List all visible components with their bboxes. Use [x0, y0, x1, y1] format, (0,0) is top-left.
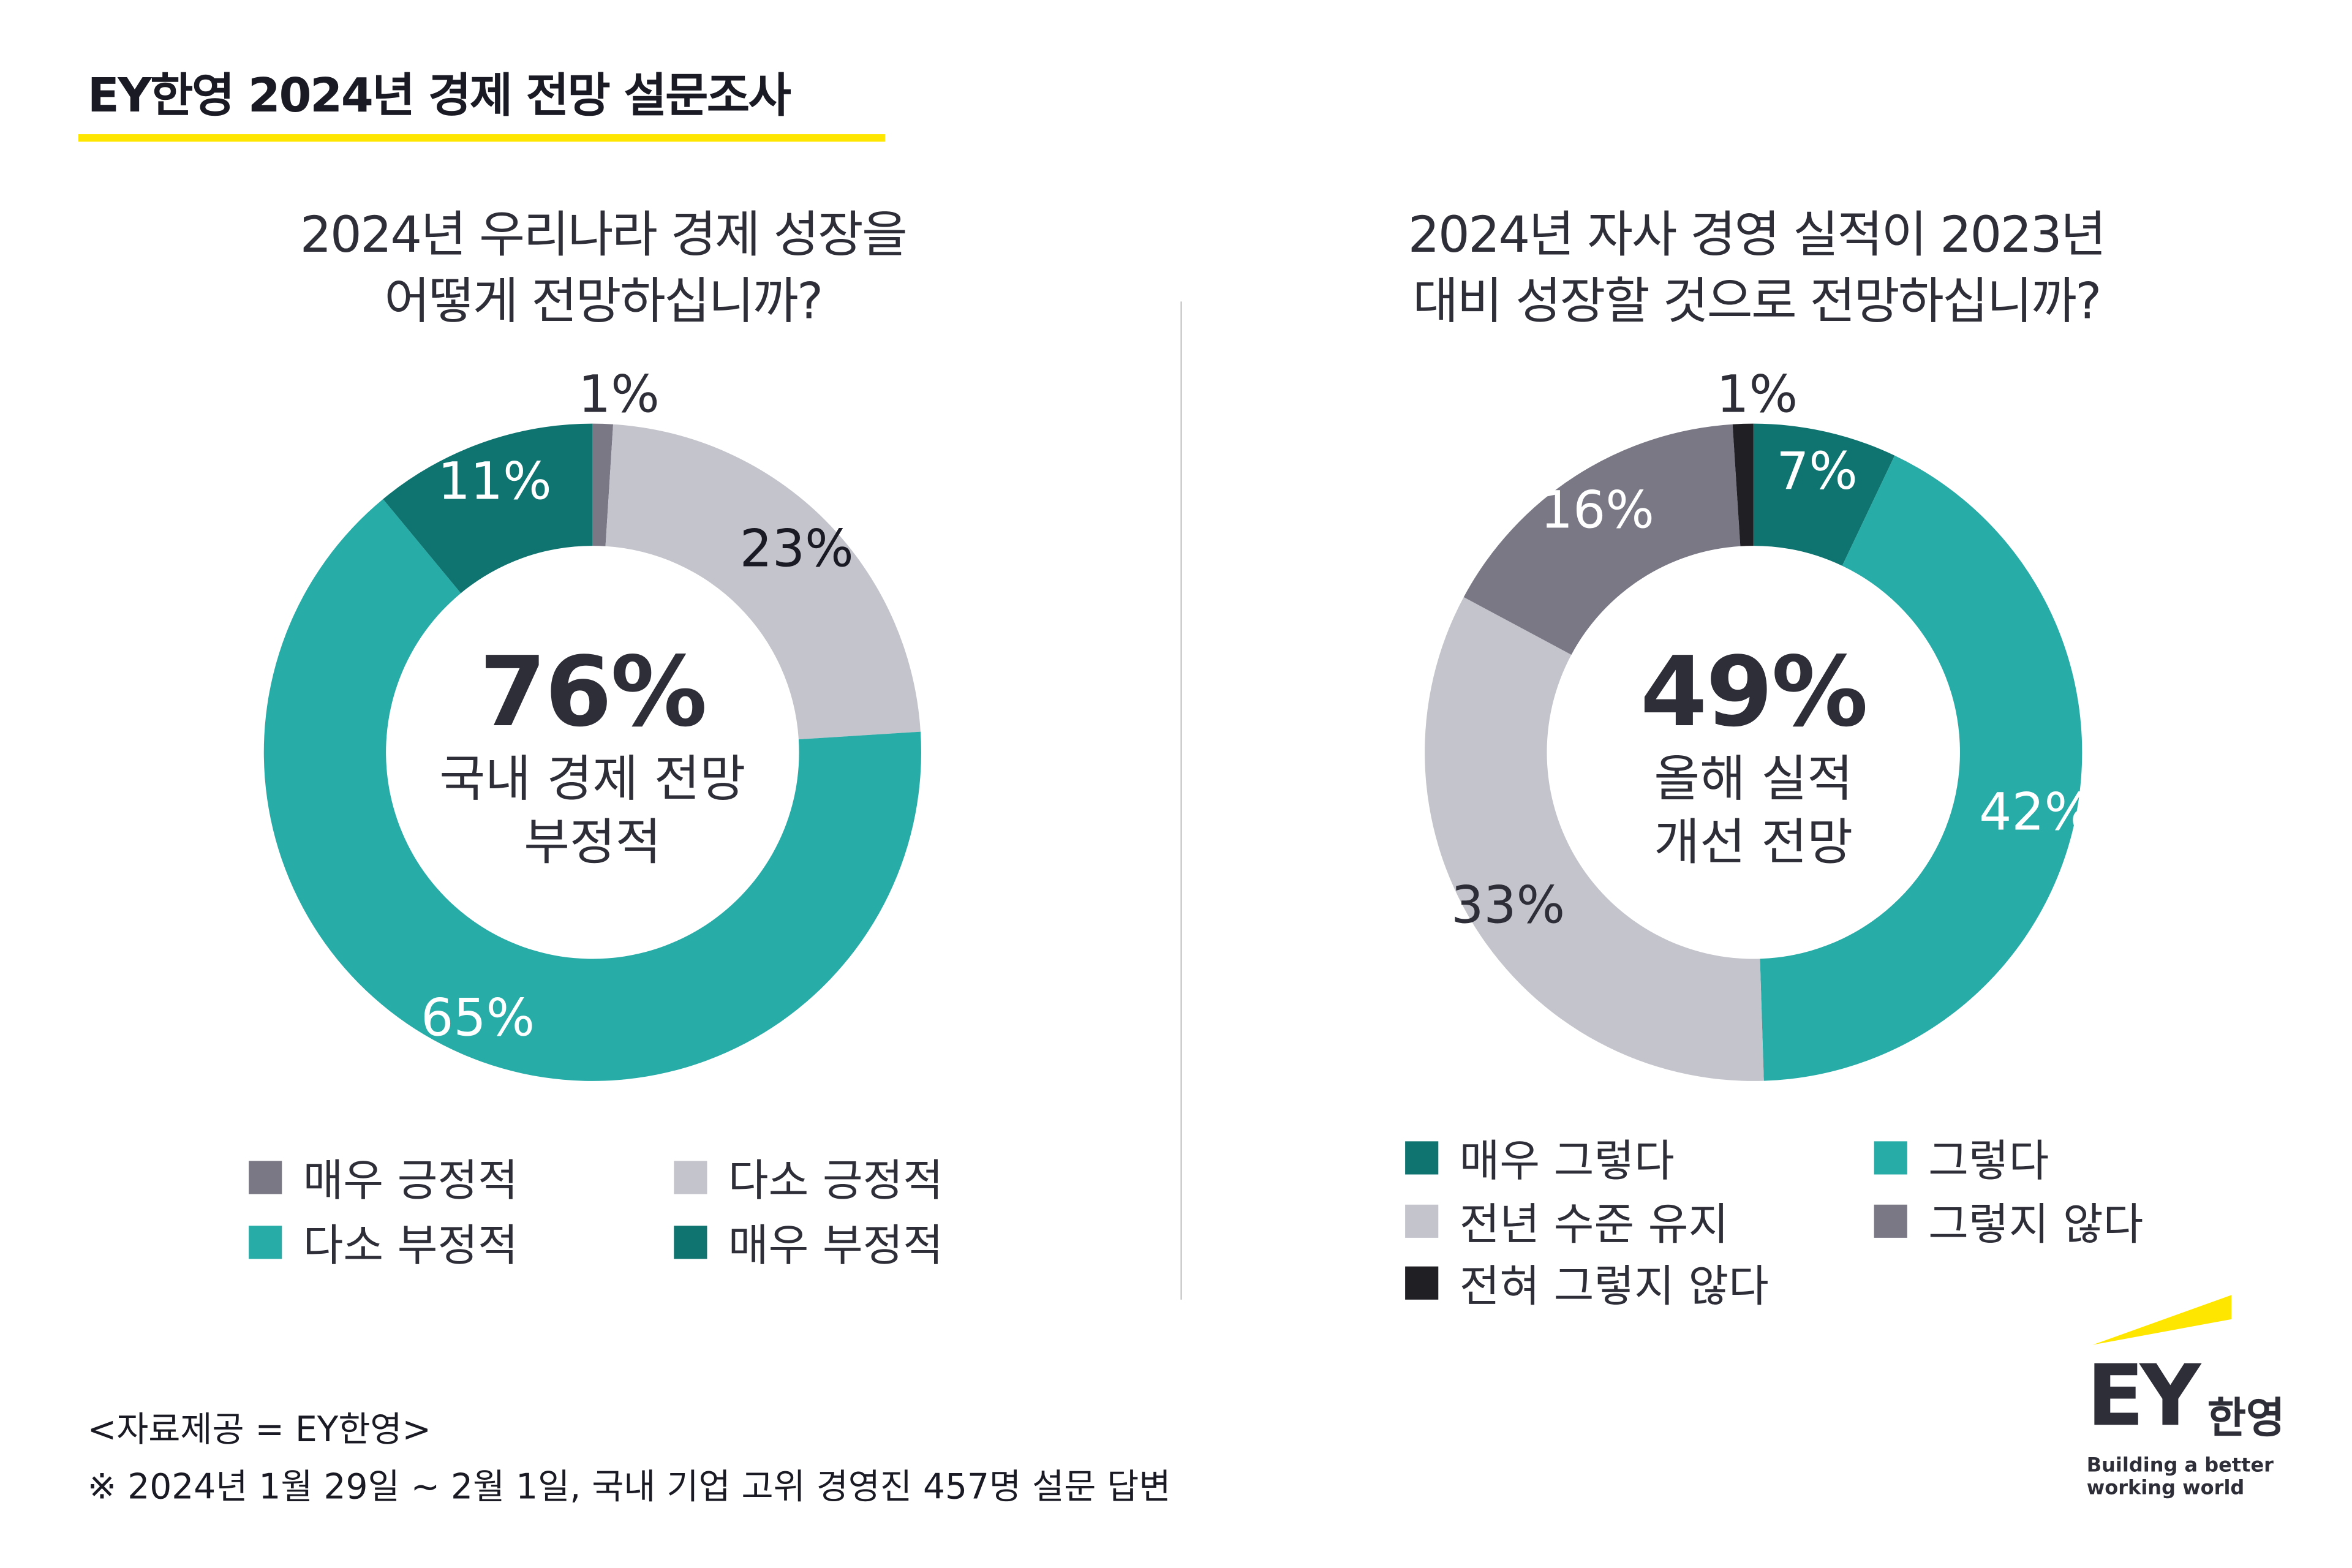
- chart-2-data-label: 33%: [1451, 875, 1565, 935]
- chart-1-data-label: 1%: [578, 364, 660, 424]
- chart-2-slice: [1753, 423, 1895, 566]
- chart-2-slice: [1760, 455, 2082, 1081]
- legend-label: 전혀 그렇지 않다: [1459, 1260, 1769, 1312]
- legend-label: 그렇다: [1928, 1135, 2049, 1187]
- legend-label: 다소 부정적: [303, 1219, 518, 1272]
- chart-2-center-label: 개선 전망: [1654, 812, 1853, 872]
- ey-beam-icon: [2092, 1295, 2232, 1345]
- legend-swatch: [249, 1226, 282, 1259]
- legend-label: 매우 부정적: [728, 1219, 943, 1272]
- chart-2-center: 49% 올해 실적 개선 전망: [1527, 639, 1979, 875]
- legend-label: 전년 수준 유지: [1459, 1198, 1729, 1250]
- chart-1-data-label: 65%: [421, 987, 535, 1047]
- divider: [1180, 301, 1182, 1300]
- chart-1-center-label: 부정적: [524, 812, 662, 872]
- ey-logo: EY 한영 Building a better working world: [2081, 1289, 2307, 1515]
- legend-swatch: [1405, 1266, 1439, 1300]
- chart-2-title-line: 대비 성장할 것으로 전망하십니까?: [1412, 271, 2101, 331]
- footer: <자료제공 = EY한영> ※ 2024년 1월 29일 ~ 2월 1일, 국내…: [88, 1402, 1171, 1517]
- chart-1-slice: [263, 499, 921, 1081]
- legend-swatch: [674, 1226, 707, 1259]
- logo-tagline-line: Building a better: [2086, 1455, 2274, 1478]
- chart-1-data-label: 23%: [740, 519, 854, 579]
- chart-2-slice: [1463, 424, 1741, 655]
- chart-2-title-line: 2024년 자사 경영 실적이 2023년: [1408, 205, 2106, 264]
- legend-item: 그렇지 않다: [1874, 1189, 2144, 1253]
- survey-note: ※ 2024년 1월 29일 ~ 2월 1일, 국내 기업 고위 경영진 457…: [87, 1468, 1171, 1508]
- chart-1-slice: [605, 424, 921, 740]
- legend-swatch: [1874, 1141, 1907, 1175]
- legend-item: 다소 부정적: [249, 1211, 518, 1274]
- legend-label: 매우 긍정적: [303, 1155, 518, 1207]
- chart-2-data-label: 42%: [1979, 782, 2093, 842]
- legend-item: 그렇다: [1874, 1126, 2049, 1189]
- logo-ey: EY: [2086, 1348, 2201, 1446]
- chart-2-slice: [1732, 423, 1754, 546]
- chart-1-title-line: 어떻게 전망하십니까?: [384, 271, 823, 331]
- legend-swatch: [1405, 1204, 1439, 1238]
- chart-1-center: 76% 국내 경제 전망 부정적: [366, 639, 818, 875]
- source-note: <자료제공 = EY한영>: [87, 1411, 431, 1450]
- logo-tagline-line: working world: [2086, 1477, 2245, 1501]
- chart-2-data-label: 7%: [1776, 441, 1858, 501]
- chart-1-center-label: 국내 경제 전망: [439, 749, 746, 809]
- chart-1-title: 2024년 우리나라 경제 성장을 어떻게 전망하십니까?: [181, 202, 1025, 335]
- legend-label: 매우 그렇다: [1459, 1135, 1675, 1187]
- chart-1-center-value: 76%: [479, 638, 707, 750]
- legend-label: 그렇지 않다: [1928, 1198, 2144, 1250]
- legend-label: 다소 긍정적: [728, 1155, 943, 1207]
- legend-item: 다소 긍정적: [674, 1146, 943, 1209]
- legend-item: 매우 그렇다: [1405, 1126, 1675, 1189]
- chart-1-slice: [592, 423, 614, 546]
- chart-1-title-line: 2024년 우리나라 경제 성장을: [300, 205, 908, 264]
- legend-item: 매우 긍정적: [249, 1146, 518, 1209]
- legend-item: 매우 부정적: [674, 1211, 943, 1274]
- legend-swatch: [1405, 1141, 1439, 1175]
- legend-swatch: [674, 1161, 707, 1194]
- chart-2-title: 2024년 자사 경영 실적이 2023년 대비 성장할 것으로 전망하십니까?: [1327, 202, 2186, 335]
- chart-2-slice: [1425, 597, 1764, 1081]
- chart-2-data-label: 1%: [1716, 364, 1798, 424]
- chart-2-center-label: 올해 실적: [1654, 749, 1853, 809]
- legend-swatch: [249, 1161, 282, 1194]
- chart-1-slice: [383, 423, 593, 594]
- page-title: EY한영 2024년 경제 전망 설문조사: [87, 69, 791, 124]
- legend-swatch: [1874, 1204, 1907, 1238]
- chart-2-center-value: 49%: [1640, 638, 1868, 750]
- chart-2-data-label: 16%: [1540, 480, 1654, 540]
- logo-korean: 한영: [2207, 1393, 2285, 1443]
- legend-item: 전혀 그렇지 않다: [1405, 1251, 1769, 1314]
- legend-item: 전년 수준 유지: [1405, 1189, 1728, 1253]
- chart-1-data-label: 11%: [438, 451, 552, 511]
- logo-tagline: Building a better working world: [2087, 1455, 2274, 1500]
- title-underline: [78, 134, 885, 142]
